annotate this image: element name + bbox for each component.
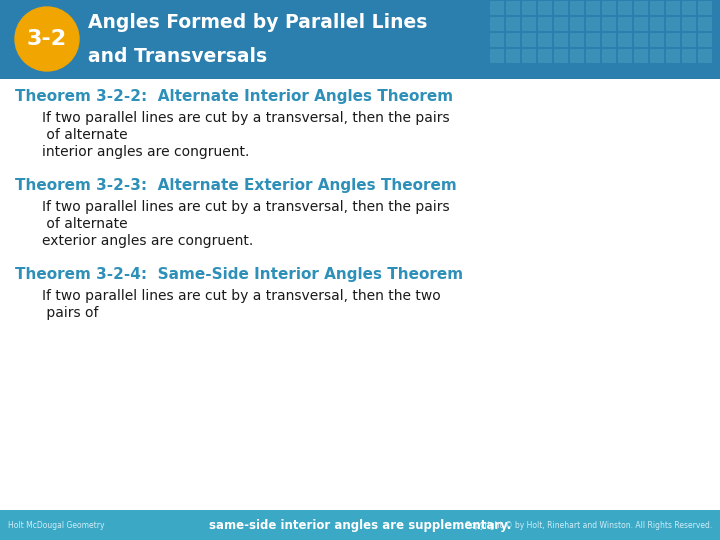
Bar (506, 33, 520, 47)
Text: pairs of: pairs of (42, 306, 99, 320)
Bar (538, 49, 552, 63)
Text: and Transversals: and Transversals (88, 48, 267, 66)
Bar (0, 0, 720, 79)
Text: If two parallel lines are cut by a transversal, then the two: If two parallel lines are cut by a trans… (42, 289, 441, 303)
Bar (650, 49, 664, 63)
Bar (682, 33, 696, 47)
Bar (618, 1, 632, 15)
Bar (490, 33, 504, 47)
Bar (650, 17, 664, 31)
Bar (618, 17, 632, 31)
Bar (666, 33, 680, 47)
Text: Holt McDougal Geometry: Holt McDougal Geometry (8, 521, 104, 530)
Bar (554, 17, 568, 31)
Bar (634, 33, 648, 47)
Bar (570, 33, 584, 47)
Text: same-side interior angles are supplementary.: same-side interior angles are supplement… (209, 518, 511, 531)
Bar (618, 33, 632, 47)
Bar (522, 1, 536, 15)
Bar (0, 510, 720, 540)
Bar (538, 17, 552, 31)
Bar (538, 33, 552, 47)
Bar (602, 17, 616, 31)
Text: exterior angles are congruent.: exterior angles are congruent. (42, 234, 253, 248)
Text: Theorem 3-2-3:  Alternate Exterior Angles Theorem: Theorem 3-2-3: Alternate Exterior Angles… (15, 178, 456, 193)
Bar (634, 17, 648, 31)
Bar (538, 1, 552, 15)
Bar (554, 1, 568, 15)
Bar (682, 1, 696, 15)
Bar (490, 49, 504, 63)
Bar (570, 49, 584, 63)
Bar (554, 49, 568, 63)
Bar (506, 49, 520, 63)
Bar (570, 1, 584, 15)
Bar (490, 17, 504, 31)
Text: Copyright © by Holt, Rinehart and Winston. All Rights Reserved.: Copyright © by Holt, Rinehart and Winsto… (464, 521, 712, 530)
Bar (522, 33, 536, 47)
Text: Theorem 3-2-2:  Alternate Interior Angles Theorem: Theorem 3-2-2: Alternate Interior Angles… (15, 89, 453, 104)
Text: of alternate: of alternate (42, 128, 127, 142)
Bar (554, 33, 568, 47)
Text: Theorem 3-2-4:  Same-Side Interior Angles Theorem: Theorem 3-2-4: Same-Side Interior Angles… (15, 267, 463, 282)
Bar (586, 17, 600, 31)
Text: of alternate: of alternate (42, 217, 127, 231)
Bar (586, 49, 600, 63)
Bar (602, 33, 616, 47)
Bar (650, 33, 664, 47)
Bar (698, 49, 712, 63)
Bar (666, 49, 680, 63)
Bar (698, 33, 712, 47)
Bar (618, 49, 632, 63)
Bar (522, 17, 536, 31)
Bar (602, 1, 616, 15)
Bar (522, 49, 536, 63)
Text: interior angles are congruent.: interior angles are congruent. (42, 145, 249, 159)
Text: If two parallel lines are cut by a transversal, then the pairs: If two parallel lines are cut by a trans… (42, 200, 449, 214)
Bar (650, 1, 664, 15)
Bar (570, 17, 584, 31)
Bar (506, 1, 520, 15)
Text: 3-2: 3-2 (27, 29, 67, 49)
Bar (490, 1, 504, 15)
Bar (586, 1, 600, 15)
Bar (682, 49, 696, 63)
Bar (698, 17, 712, 31)
Bar (682, 17, 696, 31)
Bar (506, 17, 520, 31)
Text: Angles Formed by Parallel Lines: Angles Formed by Parallel Lines (88, 12, 428, 32)
Bar (666, 17, 680, 31)
Bar (586, 33, 600, 47)
Bar (698, 1, 712, 15)
Bar (602, 49, 616, 63)
Circle shape (15, 7, 79, 71)
Bar (634, 49, 648, 63)
Text: If two parallel lines are cut by a transversal, then the pairs: If two parallel lines are cut by a trans… (42, 111, 449, 125)
Bar (666, 1, 680, 15)
Bar (634, 1, 648, 15)
